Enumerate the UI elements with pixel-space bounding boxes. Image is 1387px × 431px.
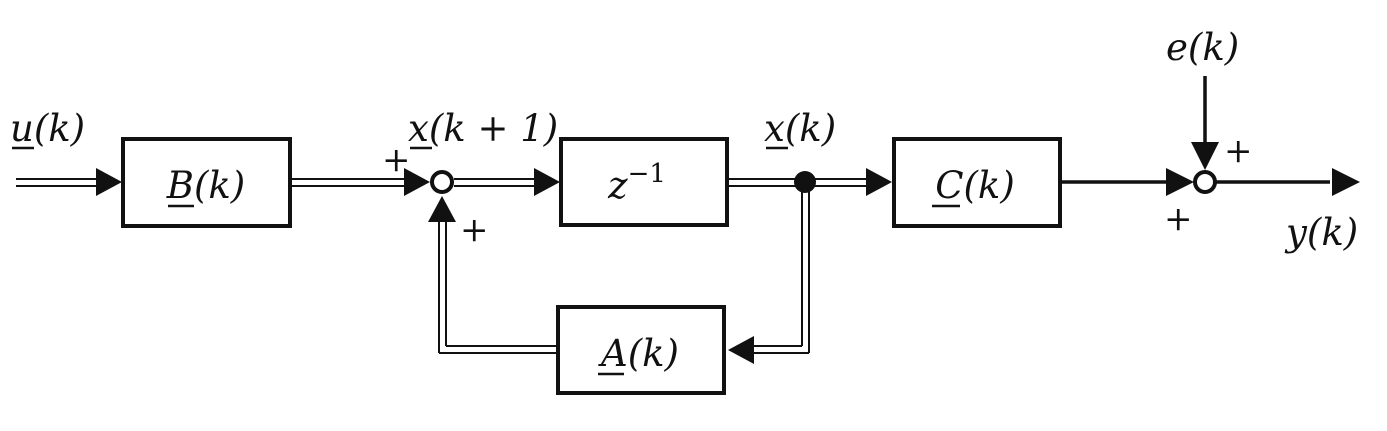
noise-line <box>1191 76 1219 170</box>
branch-point <box>794 171 816 193</box>
feedback-up-line <box>428 196 557 354</box>
state-label: x(k) <box>764 107 836 150</box>
output-line <box>1216 168 1360 196</box>
output-label: y(k) <box>1284 211 1358 254</box>
b-to-sum1-line <box>291 168 430 196</box>
input-signal-line <box>16 168 122 196</box>
summing-junction-1 <box>430 170 454 194</box>
noise-label: e(k) <box>1166 26 1239 69</box>
state-next-label: x(k + 1) <box>408 107 558 150</box>
block-b: B(k) <box>121 137 292 228</box>
sum1-plus-bottom: + <box>460 210 489 250</box>
sum2-plus-left: + <box>1164 199 1193 239</box>
feedback-down-line <box>728 183 810 364</box>
c-to-sum2-line <box>1061 168 1194 196</box>
block-c: C(k) <box>892 137 1062 228</box>
block-c-label: C(k) <box>935 164 1015 207</box>
sum1-plus-left: + <box>382 140 411 180</box>
sum2-plus-top: + <box>1224 131 1253 171</box>
summing-junction-2 <box>1193 170 1217 194</box>
block-b-label: B(k) <box>166 164 245 207</box>
sum1-to-delay-line <box>454 168 560 196</box>
block-a-label: A(k) <box>598 332 679 375</box>
block-a: A(k) <box>556 305 726 395</box>
input-label: u(k) <box>10 107 85 150</box>
block-delay-label: z−1 <box>607 159 666 207</box>
block-delay: z−1 <box>559 137 729 227</box>
